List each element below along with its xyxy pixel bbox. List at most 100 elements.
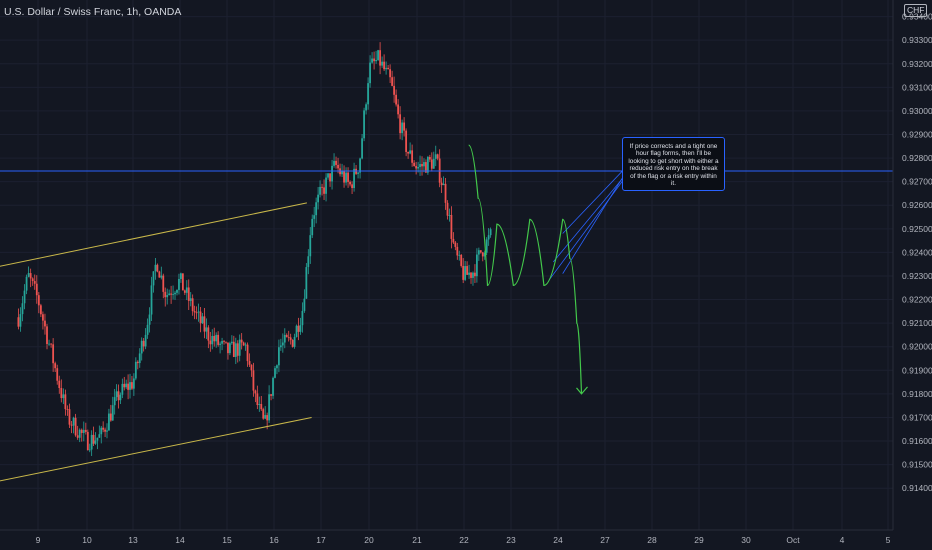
candle-body	[108, 413, 110, 431]
candle-body	[150, 285, 153, 315]
projection-arrowhead	[576, 386, 588, 395]
currency-badge[interactable]: CHF	[904, 4, 928, 17]
candle-body	[475, 254, 478, 277]
candle-body	[351, 184, 353, 188]
time-axis[interactable]: 9 10 13 14 15 16 17 20 21 22 23 24 27 28 29 30 Oct 4 5	[0, 529, 893, 545]
candle-body	[31, 278, 34, 282]
candle-body	[456, 246, 459, 256]
candle-body	[205, 327, 208, 332]
candle-body	[369, 62, 371, 84]
candle-body	[317, 194, 320, 203]
candle-body	[125, 383, 128, 388]
candle-body	[373, 58, 375, 62]
price-tick-label: 0.92000	[902, 342, 932, 352]
candle-body	[146, 324, 149, 335]
candle-body	[291, 339, 294, 347]
candle-body	[238, 339, 241, 356]
price-tick-label: 0.91800	[902, 389, 932, 399]
candle-body	[299, 325, 302, 332]
candle-body	[230, 341, 233, 344]
candle-body	[172, 294, 174, 296]
annotation-callout[interactable]: If price corrects and a tight one hour f…	[622, 137, 725, 191]
candle-body	[331, 165, 333, 182]
price-axis[interactable]: 0.934000.933000.932000.931000.930000.929…	[892, 0, 932, 530]
candle-body	[152, 271, 155, 286]
candle-body	[17, 317, 20, 327]
candle-body	[248, 361, 251, 365]
candle-body	[236, 343, 239, 356]
candle-body	[274, 368, 276, 378]
candle-body	[425, 162, 427, 173]
candle-body	[379, 50, 381, 66]
candle-body	[197, 311, 200, 313]
candle-body	[50, 343, 52, 345]
candle-body	[240, 339, 243, 343]
candle-body	[106, 430, 108, 432]
candle-body	[109, 413, 112, 421]
candle-body	[343, 171, 345, 183]
candle-body	[347, 172, 349, 182]
candle-body	[285, 334, 288, 337]
candle-body	[33, 281, 36, 284]
candle-body	[94, 440, 97, 444]
candle-body	[383, 61, 385, 70]
candle-body	[121, 383, 124, 395]
candle-body	[219, 343, 222, 345]
candle-body	[252, 370, 255, 391]
candle-body	[201, 316, 204, 324]
candle-body	[58, 380, 61, 388]
candle-body	[405, 130, 408, 152]
price-tick-label: 0.93200	[902, 59, 932, 69]
candle-body	[444, 183, 447, 203]
candle-body	[468, 272, 470, 275]
time-tick-label: 9	[36, 535, 41, 545]
time-tick-label: 15	[222, 535, 232, 545]
candle-body	[361, 138, 363, 159]
candle-body	[221, 341, 223, 344]
candle-body	[98, 434, 101, 438]
price-tick-label: 0.92100	[902, 318, 932, 328]
candle-body	[21, 303, 24, 315]
candle-body	[70, 424, 73, 426]
candle-body	[115, 391, 118, 398]
candle-body	[309, 235, 312, 257]
price-tick-label: 0.91500	[902, 460, 932, 470]
candle-body	[327, 173, 329, 178]
time-tick-label: 30	[741, 535, 751, 545]
candle-body	[307, 256, 310, 268]
candle-body	[132, 378, 135, 389]
candle-body	[19, 314, 22, 327]
candle-body	[395, 94, 398, 105]
candle-body	[127, 383, 130, 390]
candle-body	[74, 417, 77, 436]
candle-body	[176, 289, 178, 293]
candle-body	[29, 273, 32, 279]
candle-body	[244, 344, 247, 346]
candle-body	[203, 316, 206, 332]
candle-body	[185, 287, 188, 293]
candle-body	[264, 415, 267, 419]
candle-body	[415, 166, 418, 169]
candle-body	[100, 427, 103, 435]
candle-body	[477, 250, 480, 255]
candle-body	[440, 182, 443, 186]
time-tick-label: 21	[412, 535, 422, 545]
candle-body	[417, 167, 419, 169]
time-tick-label: 29	[694, 535, 704, 545]
candle-body	[357, 172, 359, 174]
candle-body	[409, 150, 412, 154]
candle-body	[191, 298, 194, 312]
candle-body	[88, 449, 91, 451]
time-tick-label: 17	[316, 535, 326, 545]
candle-body	[181, 273, 184, 291]
candle-body	[62, 394, 65, 399]
candle-body	[460, 254, 463, 266]
candle-body	[256, 393, 259, 406]
candle-body	[474, 272, 476, 277]
candle-body	[430, 159, 433, 169]
candle-body	[462, 265, 465, 280]
candle-body	[353, 168, 355, 188]
candle-body	[158, 271, 161, 278]
candle-body	[148, 314, 151, 325]
